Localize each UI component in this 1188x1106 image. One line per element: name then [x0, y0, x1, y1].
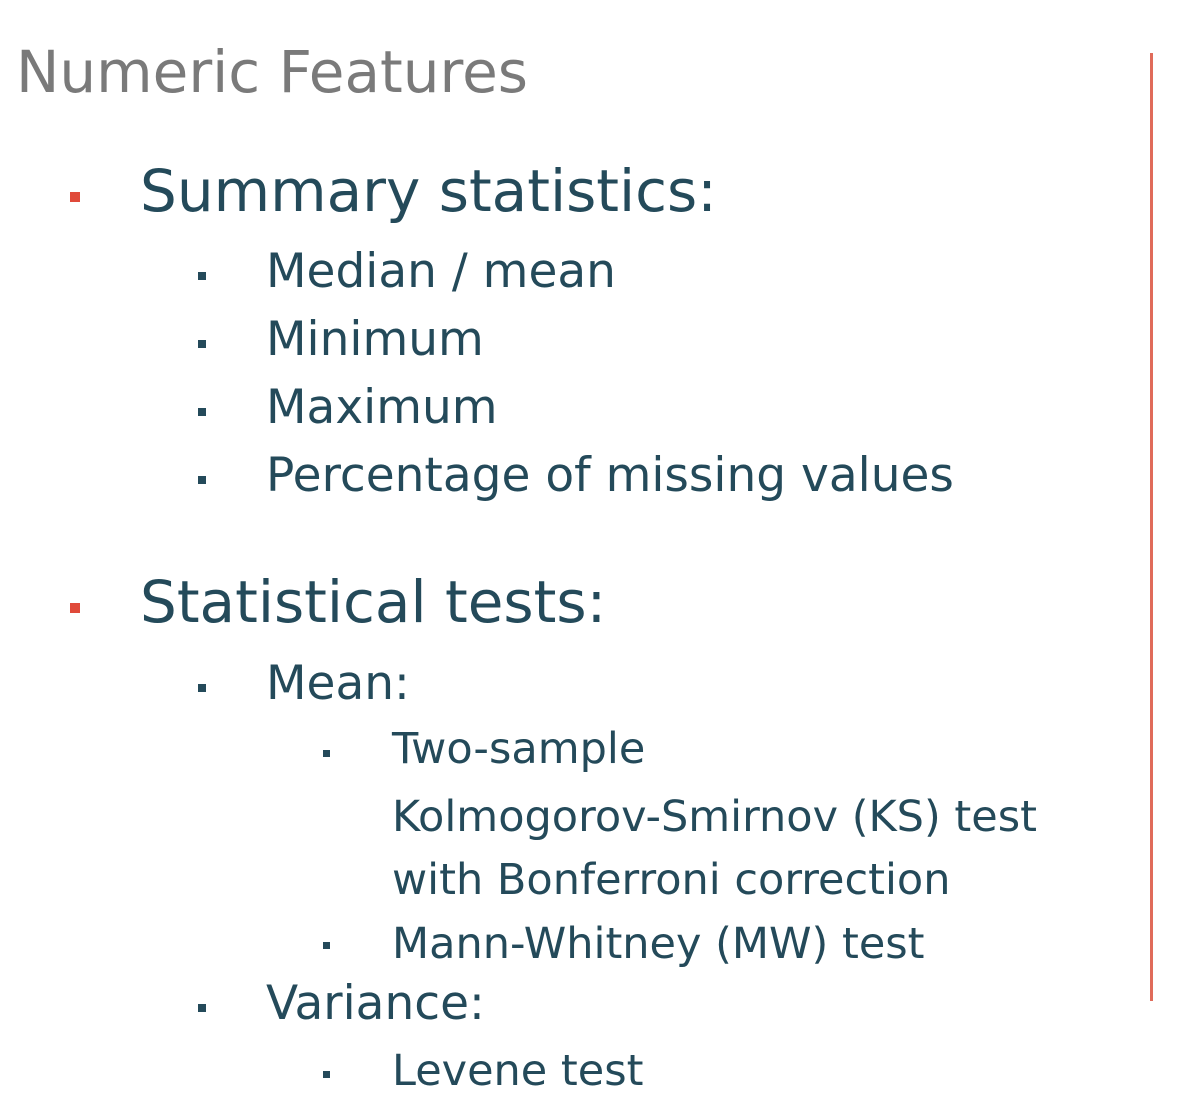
- sub-item-mw-test: Mann-Whitney (MW) test: [392, 919, 925, 969]
- list-item-maximum: Maximum: [266, 380, 498, 435]
- list-bullet: [198, 684, 206, 692]
- sub-item-levene-test: Levene test: [392, 1046, 644, 1096]
- list-bullet: [198, 1004, 206, 1012]
- accent-divider-line: [1150, 53, 1153, 1001]
- list-bullet: [198, 408, 206, 416]
- section-heading-statistical-tests: Statistical tests:: [140, 568, 607, 636]
- list-bullet: [198, 476, 206, 484]
- sub-list-bullet: [323, 942, 330, 949]
- sub-list-bullet: [323, 1071, 330, 1078]
- list-bullet: [198, 272, 206, 280]
- sub-item-ks-test-line-1: Two-sample: [392, 724, 646, 774]
- section-bullet: [70, 603, 80, 613]
- list-item-minimum: Minimum: [266, 312, 484, 367]
- list-item-median-mean: Median / mean: [266, 244, 616, 299]
- group-label-mean: Mean:: [266, 656, 410, 711]
- sub-item-ks-test-line-3: with Bonferroni correction: [392, 855, 951, 905]
- group-label-variance: Variance:: [266, 976, 485, 1031]
- section-bullet: [70, 192, 80, 202]
- list-bullet: [198, 340, 206, 348]
- sub-list-bullet: [323, 750, 330, 757]
- sub-item-ks-test-line-2: Kolmogorov-Smirnov (KS) test: [392, 792, 1037, 842]
- section-heading-summary-statistics: Summary statistics:: [140, 157, 717, 225]
- slide-title: Numeric Features: [16, 38, 529, 106]
- list-item-percentage-missing: Percentage of missing values: [266, 448, 954, 503]
